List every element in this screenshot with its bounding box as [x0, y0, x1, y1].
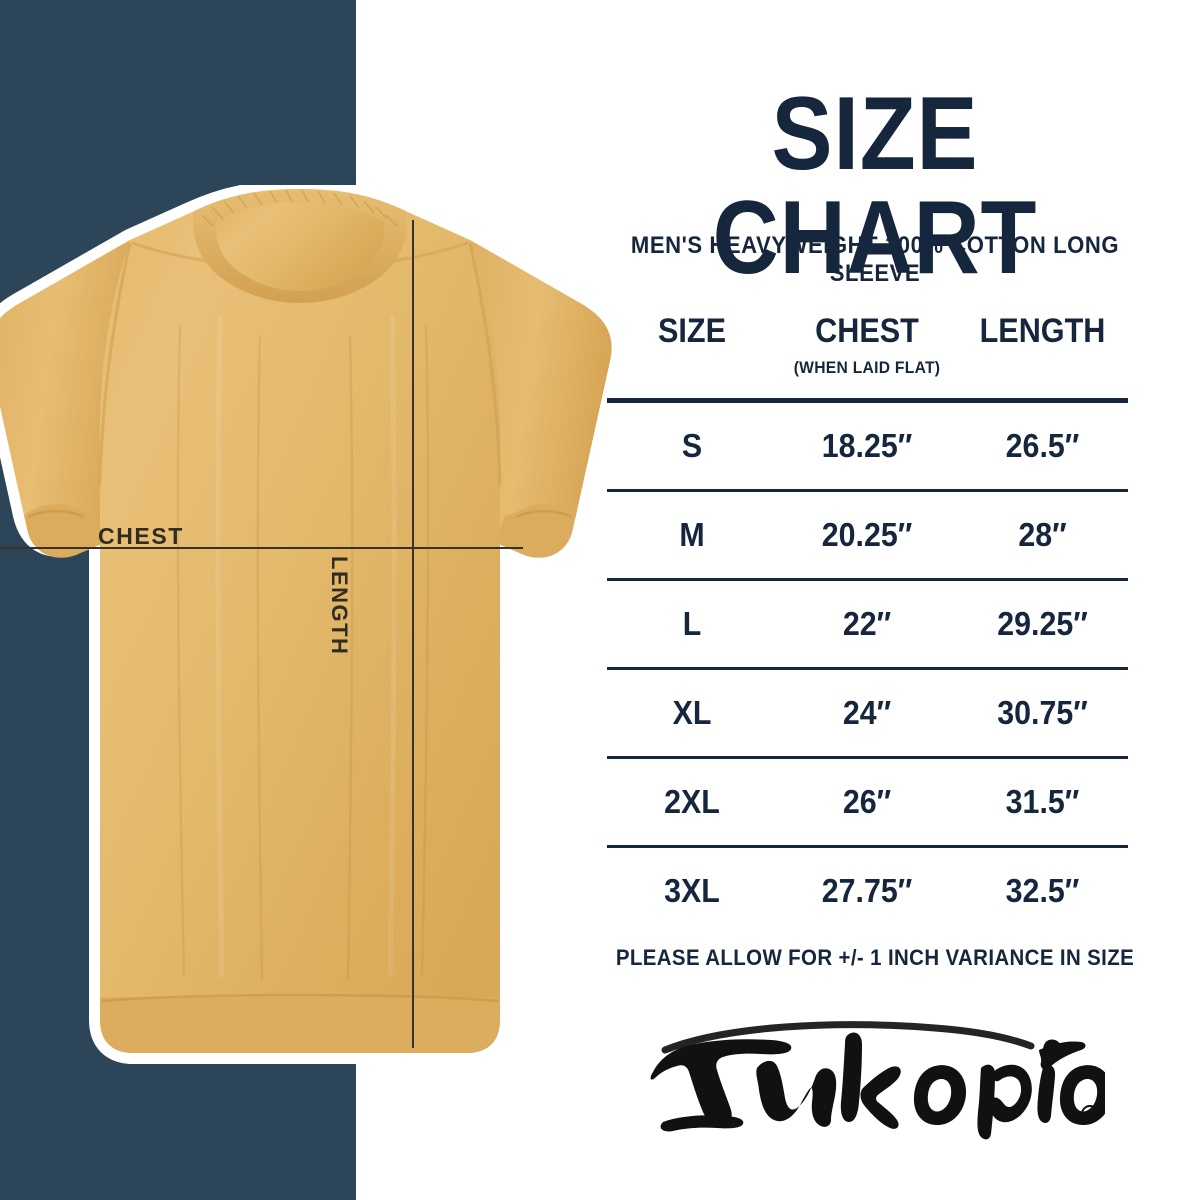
cell-size: 3XL [664, 872, 720, 909]
cell-length: 28″ [1018, 516, 1067, 553]
table-row: M 20.25″ 28″ [607, 492, 1128, 578]
table-row: L 22″ 29.25″ [607, 581, 1128, 667]
column-header-chest: CHEST [815, 312, 919, 350]
chest-measurement-line [0, 547, 523, 549]
cell-chest: 20.25″ [821, 516, 913, 553]
column-header-size: SIZE [657, 312, 727, 350]
cell-length: 29.25″ [997, 605, 1088, 642]
cell-chest: 27.75″ [821, 872, 913, 909]
table-row-divider [607, 845, 1128, 848]
page-subtitle: MEN'S HEAVYWEIGHT 100% COTTON LONG SLEEV… [630, 232, 1120, 287]
table-row: S 18.25″ 26.5″ [607, 403, 1128, 489]
registered-trademark-icon: R [1081, 1105, 1099, 1123]
shirt-illustration [0, 185, 620, 1085]
table-header-row: SIZE CHEST LENGTH (WHEN LAID FLAT) [607, 312, 1128, 398]
cell-length: 26.5″ [1005, 427, 1080, 464]
table-row-divider [607, 578, 1128, 581]
cell-length: 30.75″ [997, 694, 1088, 731]
table-row: 3XL 27.75″ 32.5″ [607, 848, 1128, 934]
table-row-divider [607, 489, 1128, 492]
length-measurement-line [412, 220, 414, 1048]
cell-chest: 18.25″ [821, 427, 913, 464]
inkopious-wordmark-icon: R [650, 1021, 1113, 1140]
column-header-length: LENGTH [979, 312, 1106, 350]
cell-size: 2XL [664, 783, 720, 820]
table-row-divider [607, 667, 1128, 670]
cell-length: 31.5″ [1005, 783, 1080, 820]
table-row: XL 24″ 30.75″ [607, 670, 1128, 756]
navy-background-foot [0, 1068, 356, 1200]
variance-note: PLEASE ALLOW FOR +/- 1 INCH VARIANCE IN … [615, 945, 1135, 970]
chest-measurement-label: CHEST [98, 523, 184, 549]
cell-chest: 22″ [842, 605, 892, 642]
cell-chest: 24″ [842, 694, 892, 731]
cell-size: L [682, 605, 702, 642]
svg-text:R: R [1086, 1110, 1094, 1121]
chart-content-column: SIZE CHART MEN'S HEAVYWEIGHT 100% COTTON… [595, 0, 1155, 1200]
shirt-graphic [0, 185, 620, 1064]
page-title: SIZE CHART [712, 76, 1038, 296]
cell-size: XL [672, 694, 712, 731]
cell-size: S [681, 427, 703, 464]
table-header-rule [607, 398, 1128, 403]
length-measurement-label: LENGTH [327, 556, 352, 656]
table-row-divider [607, 756, 1128, 759]
table-row: 2XL 26″ 31.5″ [607, 759, 1128, 845]
column-header-chest-subnote: (WHEN LAID FLAT) [793, 358, 941, 377]
brand-logo: R [635, 1010, 1113, 1140]
cell-length: 32.5″ [1005, 872, 1080, 909]
cell-size: M [679, 516, 705, 553]
cell-chest: 26″ [842, 783, 892, 820]
size-table: SIZE CHEST LENGTH (WHEN LAID FLAT) S 18.… [607, 312, 1128, 934]
